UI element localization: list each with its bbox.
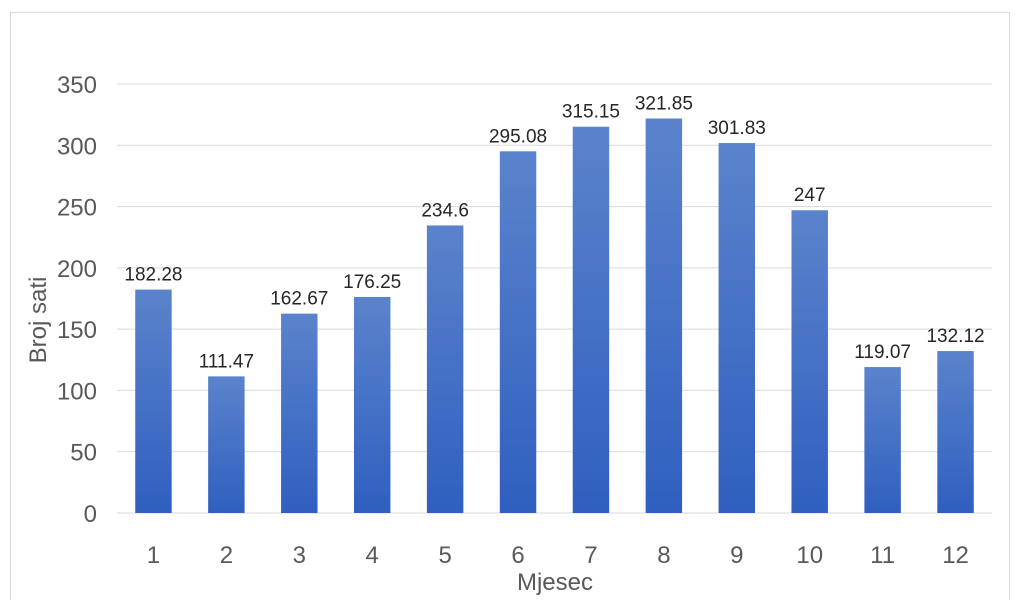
x-axis-title: Mjesec (517, 569, 593, 596)
bar-month-5 (426, 225, 464, 513)
x-tick-label: 3 (293, 542, 306, 569)
x-tick-label: 9 (730, 542, 743, 569)
bar-month-10 (791, 210, 828, 513)
bar-month-2 (208, 376, 245, 513)
x-tick-label: 4 (366, 542, 379, 569)
x-tick-label: 11 (870, 542, 895, 569)
bar-month-12 (937, 351, 974, 513)
data-label: 247 (794, 185, 826, 206)
x-tick-label: 8 (657, 542, 670, 569)
y-axis-title: Broj sati (25, 277, 52, 364)
y-tick-label: 50 (70, 440, 97, 467)
data-labels: 182.28 111.47 162.67 176.25 234.6 295.08 315.1… (124, 94, 984, 373)
y-tick-label: 350 (57, 72, 97, 99)
y-tick-label: 250 (57, 195, 97, 222)
bar-month-3 (281, 313, 318, 513)
data-label: 295.08 (489, 126, 547, 147)
y-tick-label: 100 (57, 378, 97, 405)
data-label: 132.12 (926, 326, 984, 347)
bar-month-6 (499, 151, 537, 513)
bar-month-7 (572, 126, 610, 514)
data-label: 119.07 (854, 342, 911, 363)
y-tick-label: 150 (57, 317, 97, 344)
data-label: 182.28 (124, 265, 182, 286)
x-tick-label: 1 (147, 542, 160, 569)
x-tick-label: 12 (942, 542, 969, 569)
bar-month-8 (645, 118, 683, 514)
x-axis-ticks: 1 2 3 4 5 6 7 8 9 10 11 12 (147, 542, 969, 569)
gridlines (117, 83, 992, 514)
x-tick-label: 10 (796, 542, 823, 569)
data-label: 234.6 (421, 200, 469, 221)
bar-month-4 (353, 296, 391, 513)
data-label: 321.85 (635, 94, 693, 115)
data-label: 301.83 (708, 118, 766, 139)
x-tick-label: 7 (584, 542, 597, 569)
x-tick-label: 2 (220, 542, 233, 569)
data-label: 176.25 (343, 272, 401, 293)
x-tick-label: 5 (438, 542, 451, 569)
data-label: 315.15 (562, 102, 620, 123)
data-label: 111.47 (199, 351, 254, 372)
data-label: 162.67 (270, 289, 328, 310)
bar-month-9 (718, 143, 756, 513)
y-axis-ticks: 0 50 100 150 200 250 300 350 (57, 72, 97, 528)
bar-month-1 (135, 289, 172, 513)
y-tick-label: 200 (57, 256, 97, 283)
x-tick-label: 6 (511, 542, 524, 569)
bars (135, 118, 974, 514)
bar-month-11 (864, 367, 901, 513)
y-tick-label: 0 (84, 501, 97, 528)
y-tick-label: 300 (57, 133, 97, 160)
